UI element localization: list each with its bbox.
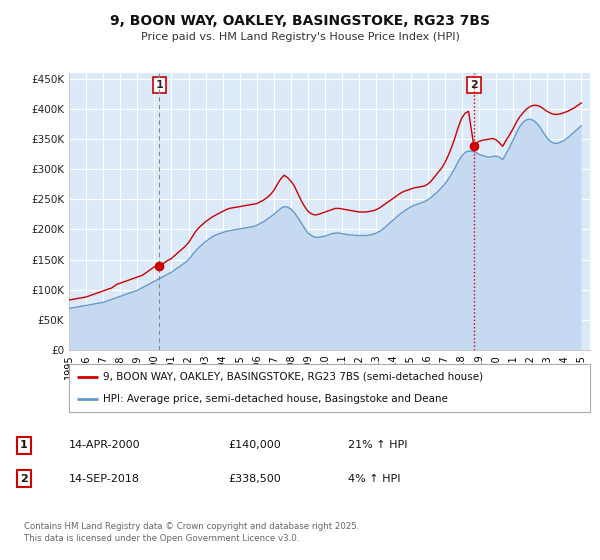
Text: Price paid vs. HM Land Registry's House Price Index (HPI): Price paid vs. HM Land Registry's House … [140, 32, 460, 42]
Text: 2: 2 [20, 474, 28, 484]
Text: 1: 1 [155, 80, 163, 90]
Text: 2: 2 [470, 80, 478, 90]
Text: 9, BOON WAY, OAKLEY, BASINGSTOKE, RG23 7BS: 9, BOON WAY, OAKLEY, BASINGSTOKE, RG23 7… [110, 14, 490, 28]
Text: £338,500: £338,500 [228, 474, 281, 484]
Text: 14-SEP-2018: 14-SEP-2018 [69, 474, 140, 484]
Text: 1: 1 [20, 440, 28, 450]
Text: HPI: Average price, semi-detached house, Basingstoke and Deane: HPI: Average price, semi-detached house,… [103, 394, 448, 404]
Text: 14-APR-2000: 14-APR-2000 [69, 440, 140, 450]
Text: £140,000: £140,000 [228, 440, 281, 450]
Text: 21% ↑ HPI: 21% ↑ HPI [348, 440, 407, 450]
Text: Contains HM Land Registry data © Crown copyright and database right 2025.
This d: Contains HM Land Registry data © Crown c… [24, 522, 359, 543]
Text: 4% ↑ HPI: 4% ↑ HPI [348, 474, 401, 484]
Text: 9, BOON WAY, OAKLEY, BASINGSTOKE, RG23 7BS (semi-detached house): 9, BOON WAY, OAKLEY, BASINGSTOKE, RG23 7… [103, 372, 483, 382]
